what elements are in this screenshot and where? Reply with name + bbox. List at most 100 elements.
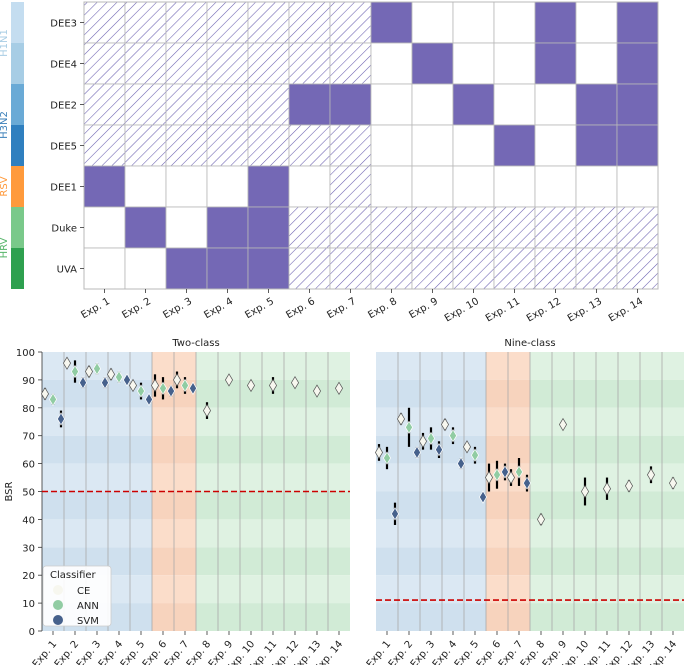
heatmap-col-label: Exp. 13 — [566, 296, 604, 324]
heatmap-cell — [206, 124, 249, 167]
heatmap-cell — [206, 42, 249, 85]
heatmap-cell — [83, 247, 126, 290]
region-influenza-band — [376, 603, 486, 631]
legend-ce-label: CE — [77, 586, 90, 597]
heatmap-row-label: DEE5 — [50, 142, 77, 153]
heatmap-cell — [616, 83, 659, 126]
heatmap-cell — [83, 206, 126, 249]
svm-marker — [188, 381, 198, 395]
virus-strip-segment — [11, 248, 24, 289]
heatmap-cell — [329, 165, 372, 208]
ce-marker — [668, 476, 678, 490]
y-tick-label: 20 — [22, 571, 35, 582]
heatmap-cell — [165, 1, 208, 44]
ce-marker — [484, 470, 494, 485]
heatmap-cell — [493, 165, 536, 208]
heatmap-cell — [83, 42, 126, 85]
heatmap-col-label: Exp. 4 — [202, 296, 235, 321]
heatmap-panel: DEE3 DEE4 DEE2 DEE5 DEE1 Duke UVA Exp. 1 Exp. 2 E… — [0, 1, 659, 324]
heatmap-cell — [616, 42, 659, 85]
y-axis-label: BSR — [4, 481, 15, 501]
region-hrv-band — [530, 519, 684, 548]
virus-group-label: RSV — [0, 176, 10, 196]
heatmap-col-label: Exp. 12 — [525, 296, 563, 324]
heatmap-cell — [370, 42, 413, 85]
region-influenza-band — [376, 379, 486, 408]
ce-marker — [268, 378, 278, 393]
heatmap-cell — [616, 247, 659, 290]
ce-marker — [224, 373, 234, 387]
region-hrv-band — [196, 352, 350, 380]
ce-marker — [334, 381, 344, 395]
svm-marker — [166, 384, 176, 398]
heatmap-cell — [329, 206, 372, 249]
ann-marker — [426, 431, 436, 446]
svm-marker — [478, 490, 488, 504]
ce-marker — [462, 440, 472, 454]
ann-marker — [70, 364, 80, 379]
svm-marker — [100, 376, 110, 390]
heatmap-cell — [124, 83, 167, 126]
region-hrv-band — [196, 603, 350, 631]
heatmap-cell — [165, 124, 208, 167]
region-influenza-band — [42, 463, 152, 492]
region-influenza-band — [376, 575, 486, 604]
heatmap-cell — [370, 83, 413, 126]
y-tick-label: 80 — [22, 404, 35, 415]
heatmap-cell — [288, 1, 331, 44]
ce-marker — [506, 470, 516, 485]
svm-marker — [412, 445, 422, 460]
region-influenza-band — [42, 407, 152, 436]
region-influenza-band — [376, 519, 486, 548]
heatmap-cell — [534, 124, 577, 167]
ce-marker — [202, 403, 212, 418]
heatmap-cell — [370, 124, 413, 167]
ce-marker — [558, 417, 568, 432]
heatmap-cell — [534, 247, 577, 290]
ann-marker — [114, 370, 124, 384]
heatmap-cell — [493, 1, 536, 44]
classifier-legend: Classifier CE ANN SVM — [42, 565, 112, 627]
heatmap-cell — [411, 124, 454, 167]
heatmap-col-label: Exp. 10 — [443, 296, 481, 324]
panel-title: Nine-class — [504, 338, 555, 349]
ce-marker — [246, 378, 256, 393]
legend-ce-marker — [53, 585, 63, 595]
svm-marker — [122, 373, 132, 387]
region-hrv-band — [196, 463, 350, 492]
panel-title: Two-class — [171, 338, 219, 349]
region-influenza-band — [42, 435, 152, 464]
svm-marker — [144, 392, 154, 407]
svm-marker — [456, 456, 466, 471]
svm-marker — [56, 412, 66, 426]
heatmap-col-label: Exp. 6 — [284, 296, 317, 321]
ann-marker — [136, 384, 146, 398]
region-influenza-band — [42, 491, 152, 520]
ce-marker — [624, 479, 634, 493]
heatmap-cell — [165, 206, 208, 249]
heatmap-cell — [452, 83, 495, 126]
y-tick-label: 40 — [22, 515, 35, 526]
heatmap-cell — [288, 165, 331, 208]
heatmap-cell — [493, 124, 536, 167]
heatmap-cell — [124, 1, 167, 44]
heatmap-cell — [370, 165, 413, 208]
heatmap-cell — [575, 206, 618, 249]
heatmap-cell — [329, 1, 372, 44]
heatmap-cell — [165, 83, 208, 126]
ann-marker — [48, 392, 58, 407]
region-hrv-band — [530, 575, 684, 604]
heatmap-row-label: DEE2 — [50, 101, 77, 112]
region-hrv-band — [196, 491, 350, 520]
heatmap-cell — [329, 247, 372, 290]
heatmap-cell — [493, 206, 536, 249]
heatmap-cell — [247, 83, 290, 126]
ce-marker — [418, 434, 428, 448]
legend-svm-label: SVM — [77, 616, 99, 627]
ce-marker — [128, 378, 138, 393]
ann-marker — [158, 381, 168, 395]
heatmap-cell — [411, 1, 454, 44]
region-hrv-band — [530, 379, 684, 408]
heatmap-cell — [452, 206, 495, 249]
